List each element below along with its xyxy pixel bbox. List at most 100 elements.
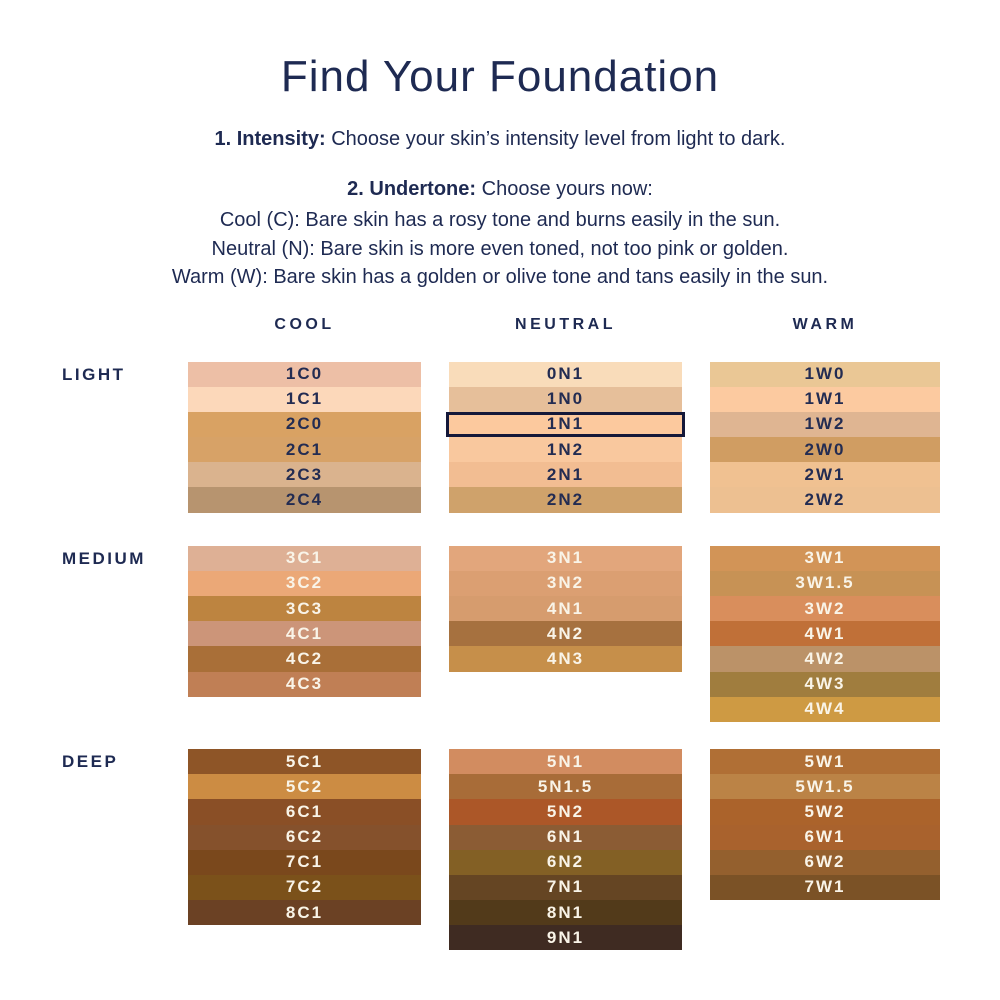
swatch-code-label: 3W1: [804, 548, 846, 568]
swatch-code-label: 2W1: [804, 464, 846, 484]
swatch-code-label: 3C1: [285, 548, 324, 568]
swatch-6W1[interactable]: 6W1: [710, 824, 940, 850]
swatch-code-label: 2C3: [285, 464, 324, 484]
swatch-code-label: 0N1: [546, 364, 585, 384]
swatch-4N3[interactable]: 4N3: [449, 646, 682, 672]
swatches-deep-cool: 5C1 5C2 6C1 6C2 7C1 7C2 8C1: [188, 748, 421, 951]
swatch-code-label: 5N1: [546, 751, 585, 771]
swatch-2N2[interactable]: 2N2: [449, 487, 682, 513]
swatch-2C1[interactable]: 2C1: [188, 437, 421, 463]
swatch-code-label: 3N2: [546, 573, 585, 593]
swatches-deep-neutral: 5N1 5N1.5 5N2 6N1 6N2 7N1 8N1 9N1: [449, 748, 682, 951]
swatch-code-label: 4W2: [804, 648, 846, 668]
swatch-5C1[interactable]: 5C1: [188, 748, 421, 775]
swatch-4C3[interactable]: 4C3: [188, 671, 421, 697]
swatch-code-label: 8N1: [546, 902, 585, 922]
swatch-4C2[interactable]: 4C2: [188, 646, 421, 672]
swatches-medium-cool: 3C1 3C2 3C3 4C1 4C2 4C3: [188, 545, 421, 722]
swatch-6W2[interactable]: 6W2: [710, 849, 940, 875]
swatch-1N0[interactable]: 1N0: [449, 386, 682, 412]
swatch-code-label: 5N2: [546, 801, 585, 821]
swatch-code-label: 5C2: [285, 776, 324, 796]
swatch-code-label: 2C4: [285, 490, 324, 510]
swatch-code-label: 2W2: [804, 490, 846, 510]
swatch-3C1[interactable]: 3C1: [188, 545, 421, 571]
swatch-5W1[interactable]: 5W1: [710, 748, 940, 775]
swatch-1W1[interactable]: 1W1: [710, 386, 940, 412]
swatch-code-label: 3N1: [546, 548, 585, 568]
swatch-1N2[interactable]: 1N2: [449, 437, 682, 463]
swatch-2W1[interactable]: 2W1: [710, 462, 940, 488]
undertone-neutral-line: Neutral (N): Bare skin is more even tone…: [211, 237, 789, 260]
swatch-1W0[interactable]: 1W0: [710, 361, 940, 387]
swatch-code-label: 6C2: [285, 827, 324, 847]
undertone-descriptions: Cool (C): Bare skin has a rosy tone and …: [0, 206, 1000, 292]
swatch-0N1[interactable]: 0N1: [449, 361, 682, 387]
swatch-7W1[interactable]: 7W1: [710, 874, 940, 901]
swatch-1W2[interactable]: 1W2: [710, 411, 940, 438]
swatch-code-label: 5C1: [285, 751, 324, 771]
swatch-4W4[interactable]: 4W4: [710, 696, 940, 722]
intensity-group-deep: DEEP 5C1 5C2 6C1 6C2 7C1 7C2 8C1 5N1 5N1.5 5N2 6N…: [0, 748, 940, 951]
row-label-deep: DEEP: [62, 751, 119, 771]
swatch-3W1[interactable]: 3W1: [710, 545, 940, 571]
swatch-3W1-5[interactable]: 3W1.5: [710, 570, 940, 596]
swatch-code-label: 1N0: [546, 389, 585, 409]
swatch-code-label: 8C1: [285, 902, 324, 922]
swatches-deep-warm: 5W1 5W1.5 5W2 6W1 6W2 7W1: [710, 748, 940, 951]
swatch-6N1[interactable]: 6N1: [449, 824, 682, 850]
swatch-3W2[interactable]: 3W2: [710, 596, 940, 622]
swatch-5C2[interactable]: 5C2: [188, 774, 421, 800]
swatch-1C0[interactable]: 1C0: [188, 361, 421, 387]
swatch-2W2[interactable]: 2W2: [710, 487, 940, 513]
step-undertone-label: 2. Undertone:: [347, 178, 477, 200]
swatch-code-label: 2N2: [546, 490, 585, 510]
swatch-4N1[interactable]: 4N1: [449, 596, 682, 622]
swatch-code-label: 3C3: [285, 598, 324, 618]
swatch-1C1[interactable]: 1C1: [188, 386, 421, 412]
swatch-4W1[interactable]: 4W1: [710, 621, 940, 647]
swatch-code-label: 1N2: [546, 439, 585, 459]
swatch-2W0[interactable]: 2W0: [710, 437, 940, 463]
swatch-4N2[interactable]: 4N2: [449, 621, 682, 647]
swatch-5N2[interactable]: 5N2: [449, 799, 682, 825]
swatches-light-cool: 1C0 1C1 2C0 2C1 2C3 2C4: [188, 361, 421, 513]
swatch-5N1-5[interactable]: 5N1.5: [449, 774, 682, 800]
swatch-6N2[interactable]: 6N2: [449, 849, 682, 875]
swatch-2N1[interactable]: 2N1: [449, 462, 682, 488]
swatch-4W3[interactable]: 4W3: [710, 671, 940, 697]
swatch-code-label: 5W1: [804, 751, 846, 771]
swatch-code-label: 4W4: [804, 699, 846, 719]
swatch-2C0[interactable]: 2C0: [188, 411, 421, 438]
intensity-group-medium: MEDIUM 3C1 3C2 3C3 4C1 4C2 4C3 3N1 3N2 4N1 4N2 4N…: [0, 545, 940, 722]
swatch-3N1[interactable]: 3N1: [449, 545, 682, 571]
swatch-8C1[interactable]: 8C1: [188, 900, 421, 926]
swatch-8N1[interactable]: 8N1: [449, 900, 682, 926]
swatch-code-label: 1N1: [546, 414, 585, 434]
swatch-3C2[interactable]: 3C2: [188, 570, 421, 596]
swatch-7C1[interactable]: 7C1: [188, 849, 421, 875]
swatch-3C3[interactable]: 3C3: [188, 596, 421, 622]
swatch-5W1-5[interactable]: 5W1.5: [710, 774, 940, 800]
swatch-4C1[interactable]: 4C1: [188, 621, 421, 647]
swatch-1N1[interactable]: 1N1: [446, 411, 685, 438]
swatch-4W2[interactable]: 4W2: [710, 646, 940, 672]
swatch-7C2[interactable]: 7C2: [188, 874, 421, 901]
row-label-light: LIGHT: [62, 364, 126, 384]
swatch-code-label: 4W1: [804, 623, 846, 643]
swatch-code-label: 1C1: [285, 389, 324, 409]
swatch-5N1[interactable]: 5N1: [449, 748, 682, 775]
swatch-3N2[interactable]: 3N2: [449, 570, 682, 596]
swatch-code-label: 2W0: [804, 439, 846, 459]
swatch-code-label: 4N2: [546, 623, 585, 643]
swatch-7N1[interactable]: 7N1: [449, 874, 682, 901]
swatch-5W2[interactable]: 5W2: [710, 799, 940, 825]
swatch-code-label: 7C2: [285, 877, 324, 897]
swatch-6C2[interactable]: 6C2: [188, 824, 421, 850]
column-header-warm: WARM: [792, 315, 858, 333]
swatch-6C1[interactable]: 6C1: [188, 799, 421, 825]
header-spacer: [0, 316, 160, 334]
swatch-9N1[interactable]: 9N1: [449, 925, 682, 951]
swatch-2C3[interactable]: 2C3: [188, 462, 421, 488]
swatch-2C4[interactable]: 2C4: [188, 487, 421, 513]
